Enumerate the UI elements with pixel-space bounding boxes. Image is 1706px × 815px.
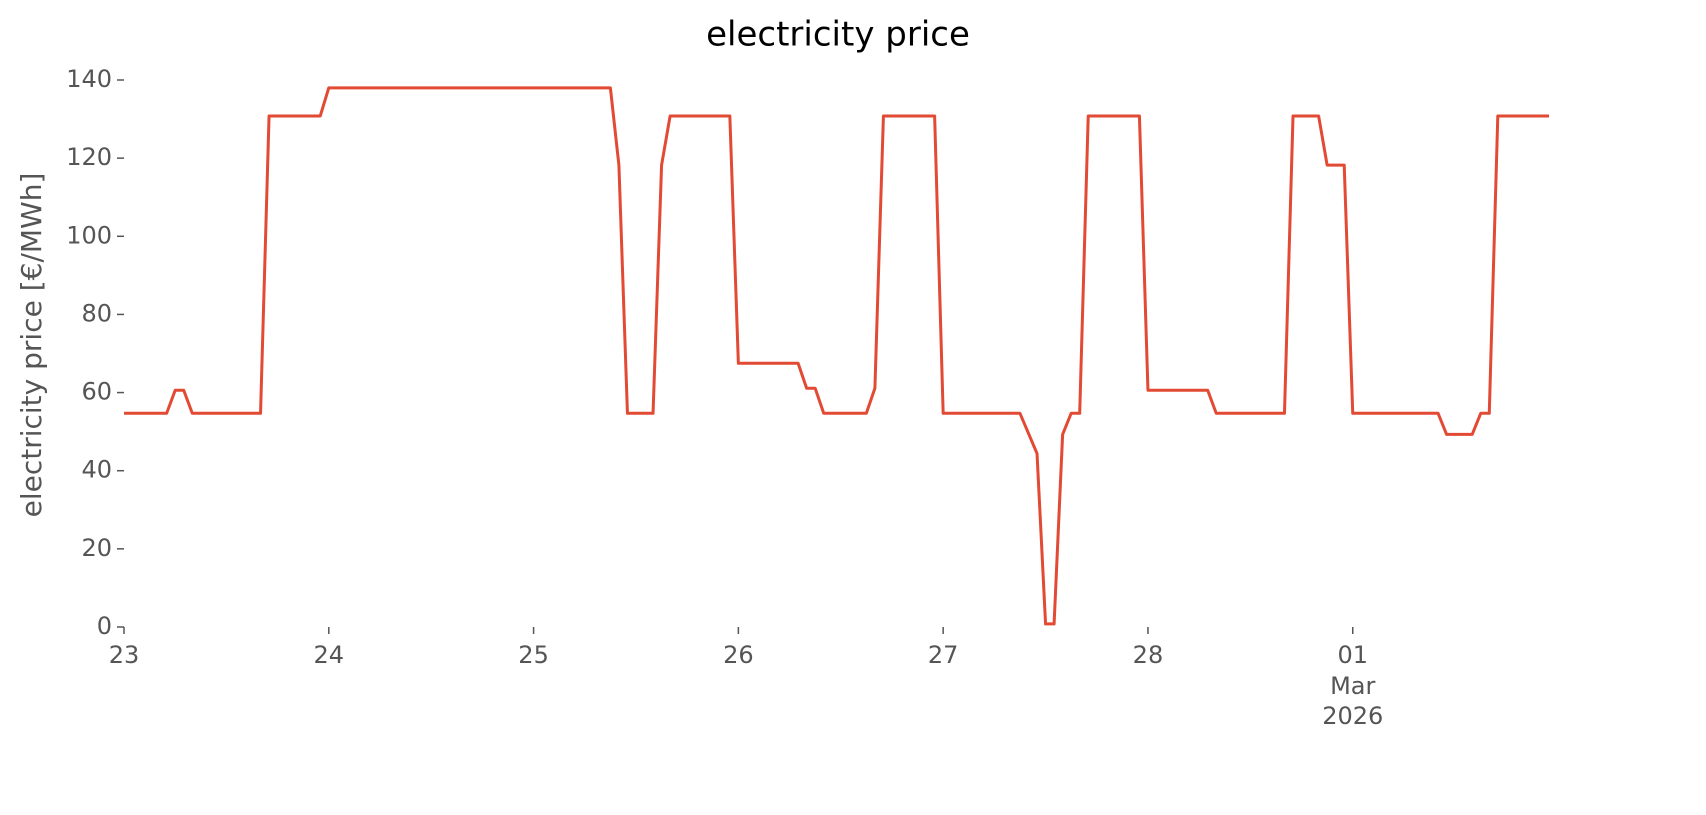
- chart-title: electricity price: [706, 15, 970, 55]
- y-tick-label: 120: [66, 143, 112, 171]
- y-tick-label: 80: [81, 299, 112, 327]
- y-tick-label: 60: [81, 378, 112, 406]
- x-tick-label: 28: [1133, 641, 1164, 669]
- y-tick-label: 140: [66, 65, 112, 93]
- y-tick-label: 100: [66, 221, 112, 249]
- x-tick-label: 24: [314, 641, 345, 669]
- x-tick-label: 27: [928, 641, 959, 669]
- x-tick-label: 23: [109, 641, 140, 669]
- price-line: [124, 86, 1549, 626]
- x-month-label: Mar: [1330, 672, 1375, 700]
- y-tick-label: 40: [81, 456, 112, 484]
- x-tick-label: 01: [1337, 641, 1368, 669]
- x-tick-label: 25: [518, 641, 549, 669]
- x-year-label: 2026: [1322, 702, 1383, 730]
- y-axis-label: electricity price [€/MWh]: [15, 173, 48, 518]
- y-tick-label: 0: [97, 612, 112, 640]
- x-tick-label: 26: [723, 641, 754, 669]
- y-tick-label: 20: [81, 534, 112, 562]
